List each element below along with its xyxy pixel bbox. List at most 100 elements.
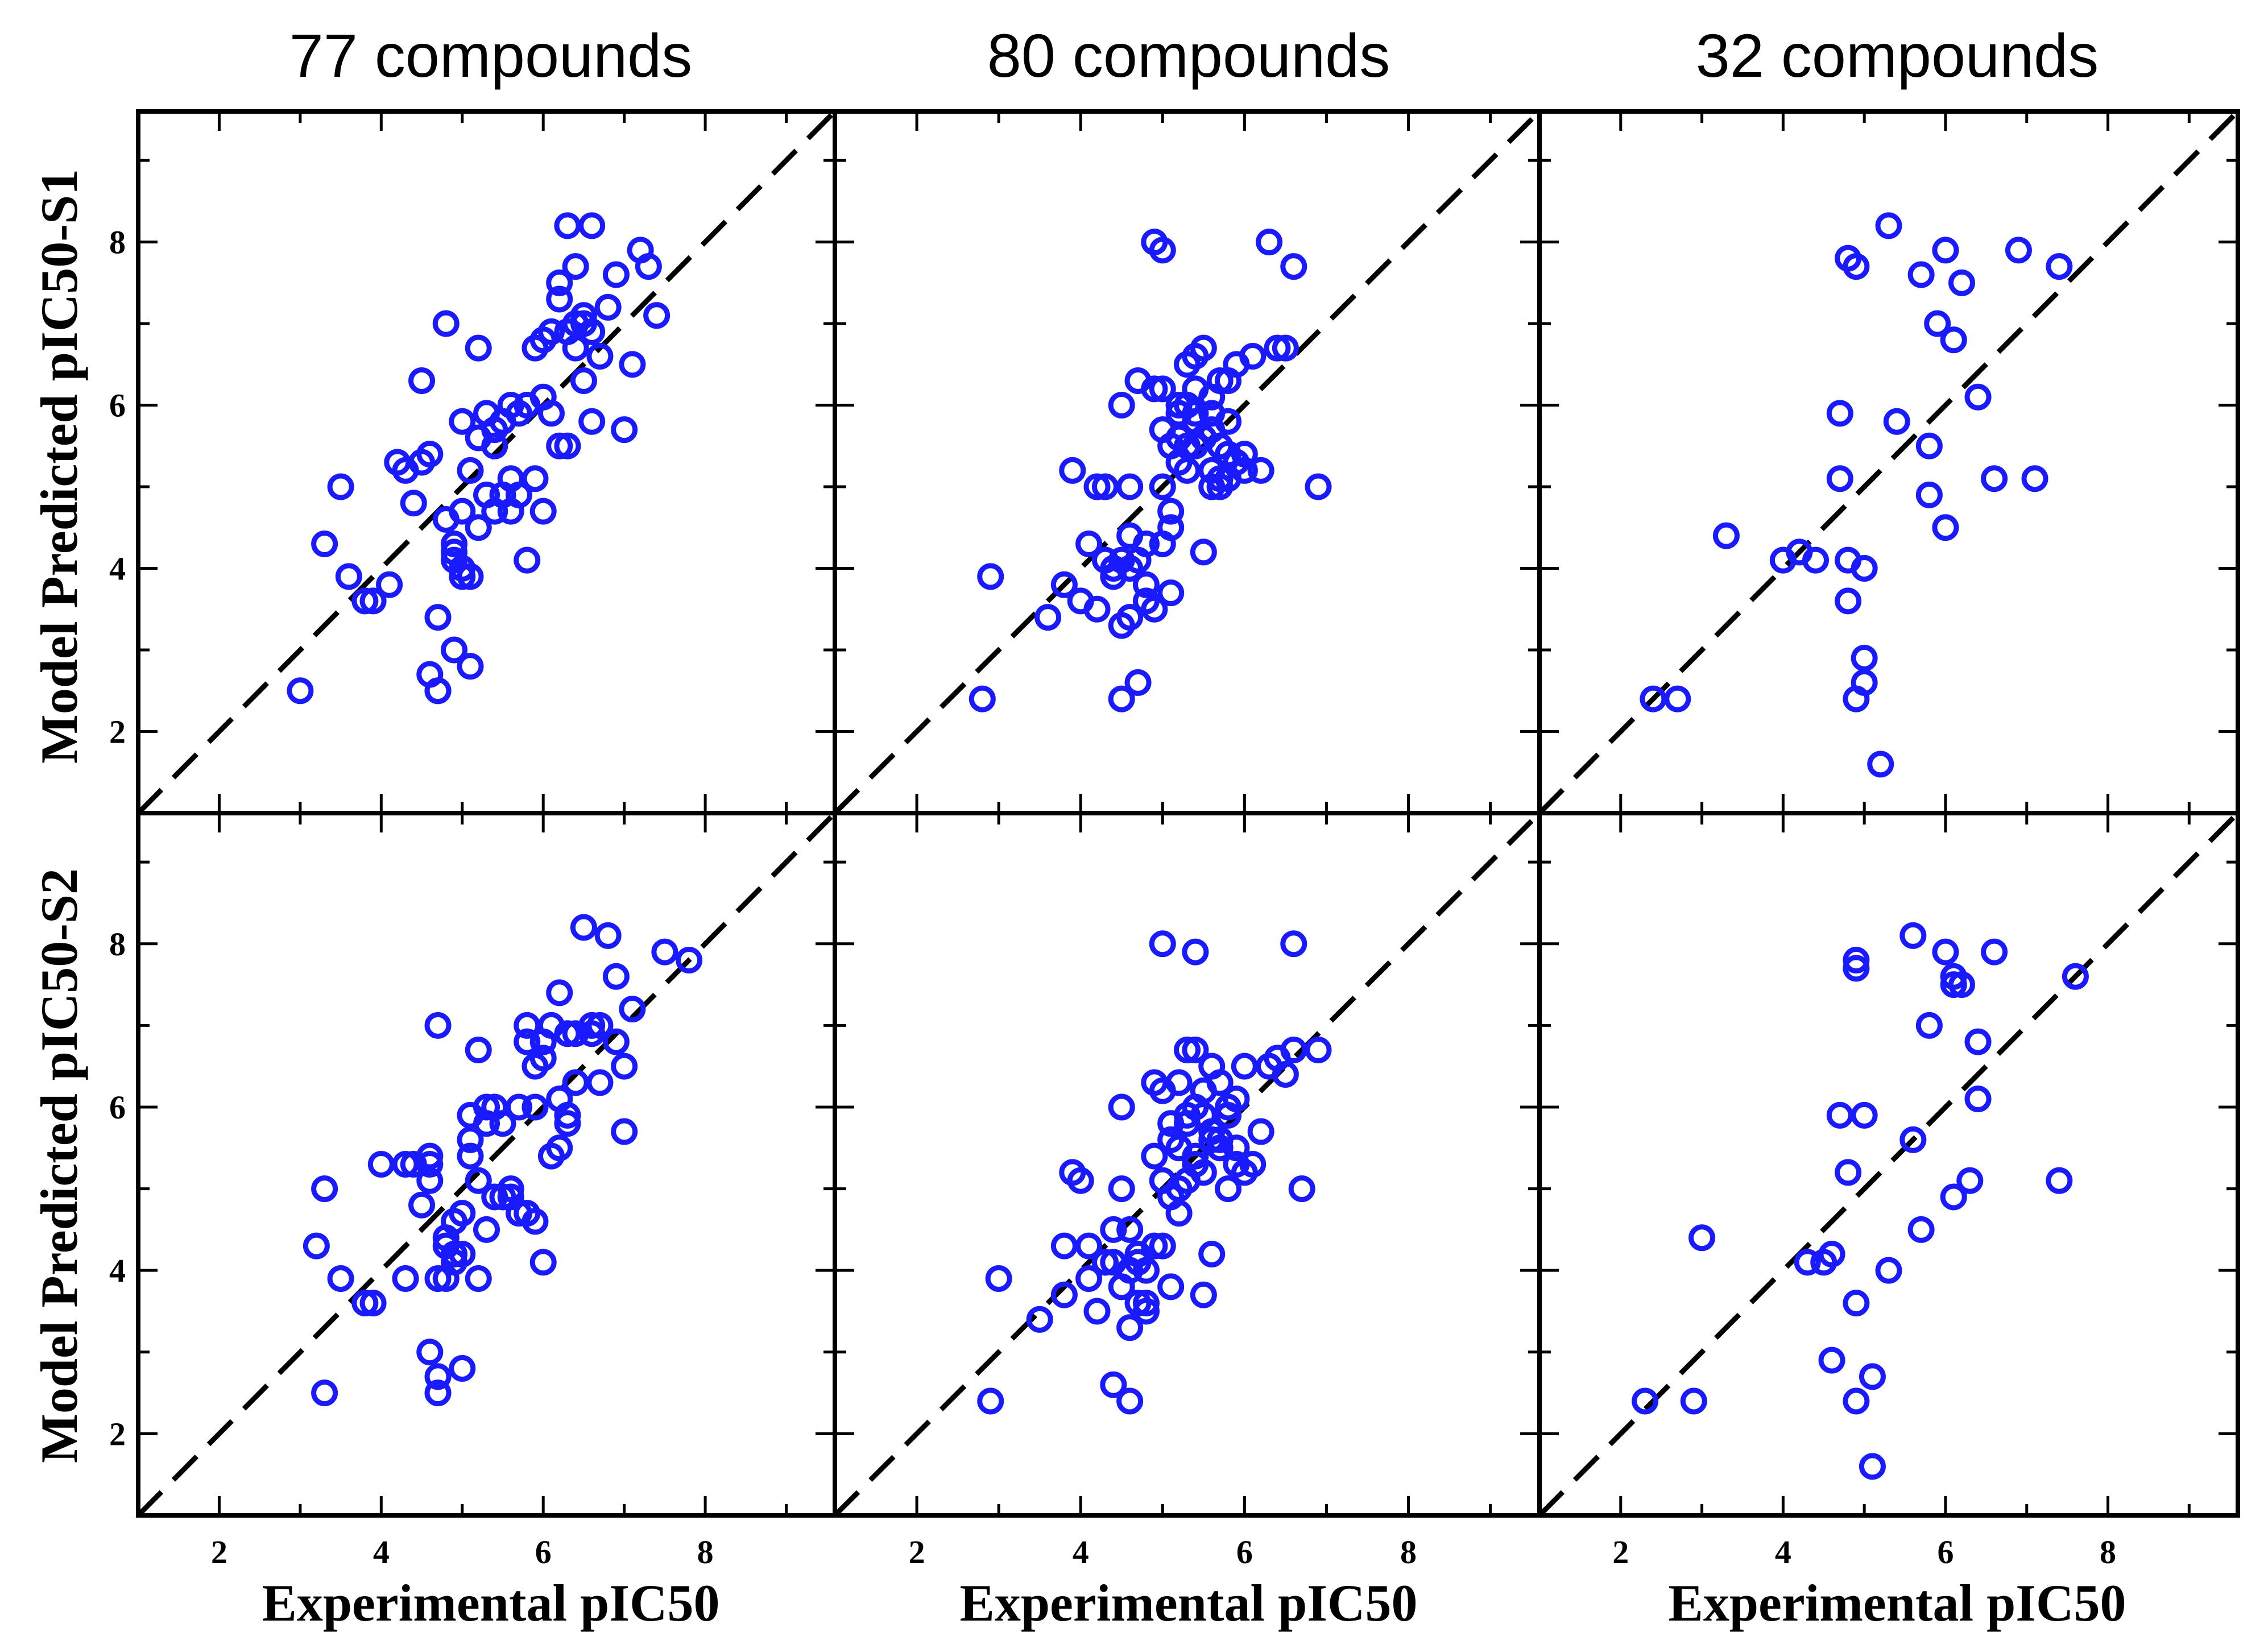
data-point (586, 342, 614, 370)
data-point (1165, 1175, 1193, 1203)
data-point (554, 1110, 581, 1137)
data-points (969, 229, 1332, 712)
data-point (1899, 922, 1927, 949)
data-point (497, 1175, 524, 1203)
y-tick-label: 4 (109, 550, 126, 587)
data-point (1932, 514, 1959, 541)
data-point (441, 530, 468, 557)
data-point (1305, 473, 1332, 500)
x-tick-label: 2 (909, 1534, 925, 1571)
data-point (1149, 375, 1176, 403)
data-point (1100, 1371, 1127, 1398)
x-tick-label: 4 (1775, 1534, 1791, 1571)
data-point (473, 1093, 500, 1121)
data-point (1875, 1257, 1902, 1284)
data-point (546, 432, 573, 459)
data-point (359, 1290, 387, 1317)
data-point (1132, 1298, 1160, 1325)
data-point (1818, 1240, 1845, 1267)
data-point (327, 473, 354, 500)
data-point (424, 1363, 452, 1390)
y-tick-label: 2 (109, 1415, 126, 1452)
data-point (594, 922, 622, 949)
data-point (1026, 1306, 1053, 1333)
y-tick-label: 6 (109, 387, 126, 424)
data-point (1712, 522, 1740, 549)
data-point (424, 677, 452, 705)
data-point (554, 212, 581, 239)
data-point (2046, 1167, 2073, 1194)
data-point (537, 400, 565, 427)
data-point (1116, 473, 1144, 500)
y-tick-label: 8 (109, 224, 126, 261)
x-tick-label: 2 (1612, 1534, 1629, 1571)
data-point (1083, 1298, 1111, 1325)
data-point (611, 416, 638, 444)
data-point (1149, 237, 1176, 264)
data-point (578, 212, 606, 239)
data-point (635, 253, 662, 280)
x-tick-label: 6 (1236, 1534, 1253, 1571)
data-point (1116, 604, 1144, 631)
data-point (1050, 1281, 1078, 1308)
data-point (611, 1053, 638, 1080)
data-point (1215, 1093, 1242, 1121)
data-point (1280, 930, 1307, 958)
data-point (1083, 595, 1111, 623)
data-point (1632, 1387, 1659, 1415)
data-point (1124, 1249, 1152, 1276)
data-point (1932, 938, 1959, 966)
data-point (1940, 1183, 1967, 1211)
data-point (416, 441, 444, 468)
data-point (1247, 457, 1274, 484)
data-point (1157, 498, 1185, 525)
data-point (1108, 1093, 1135, 1121)
data-point (546, 285, 573, 313)
data-point (1157, 1273, 1185, 1300)
data-point (1182, 400, 1209, 427)
y-axis-titles: Model Predicted pIC50-S1 Model Predicted… (30, 169, 88, 1463)
data-point (977, 1387, 1004, 1415)
data-point (1157, 514, 1185, 541)
data-point (578, 408, 606, 435)
data-point (457, 1142, 484, 1170)
data-point (562, 310, 589, 337)
data-point (570, 914, 597, 941)
data-point (465, 1167, 492, 1194)
data-point (449, 498, 476, 525)
data-point (416, 1151, 444, 1178)
data-point (1247, 1118, 1274, 1145)
data-point (1091, 1249, 1119, 1276)
y-tick-label: 2 (109, 714, 126, 751)
data-point (1190, 1281, 1217, 1308)
data-point (1867, 751, 1894, 778)
data-point (1835, 1159, 1862, 1186)
data-point (1182, 1036, 1209, 1063)
data-point (514, 1012, 541, 1039)
data-point (408, 1191, 436, 1219)
data-point (392, 1151, 419, 1178)
data-point (497, 465, 524, 492)
column-title-2: 80 compounds (987, 21, 1390, 90)
data-point (1116, 1314, 1144, 1341)
data-point (1157, 1126, 1185, 1153)
data-point (554, 432, 581, 459)
data-point (2062, 963, 2089, 990)
data-point (416, 1339, 444, 1366)
data-point (1182, 938, 1209, 966)
data-point (1640, 685, 1667, 712)
data-point (303, 1232, 330, 1259)
data-point (602, 963, 630, 990)
data-point (562, 1069, 589, 1096)
data-point (578, 1012, 606, 1039)
data-point (335, 563, 362, 590)
x-tick-label: 8 (697, 1534, 714, 1571)
column-title-1: 77 compounds (289, 21, 693, 90)
data-point (1075, 1232, 1103, 1259)
data-point (457, 457, 484, 484)
data-point (1091, 473, 1119, 500)
data-point (586, 1069, 614, 1096)
y-tick-label: 8 (109, 926, 126, 963)
data-points (1640, 212, 2073, 778)
data-point (643, 302, 671, 329)
